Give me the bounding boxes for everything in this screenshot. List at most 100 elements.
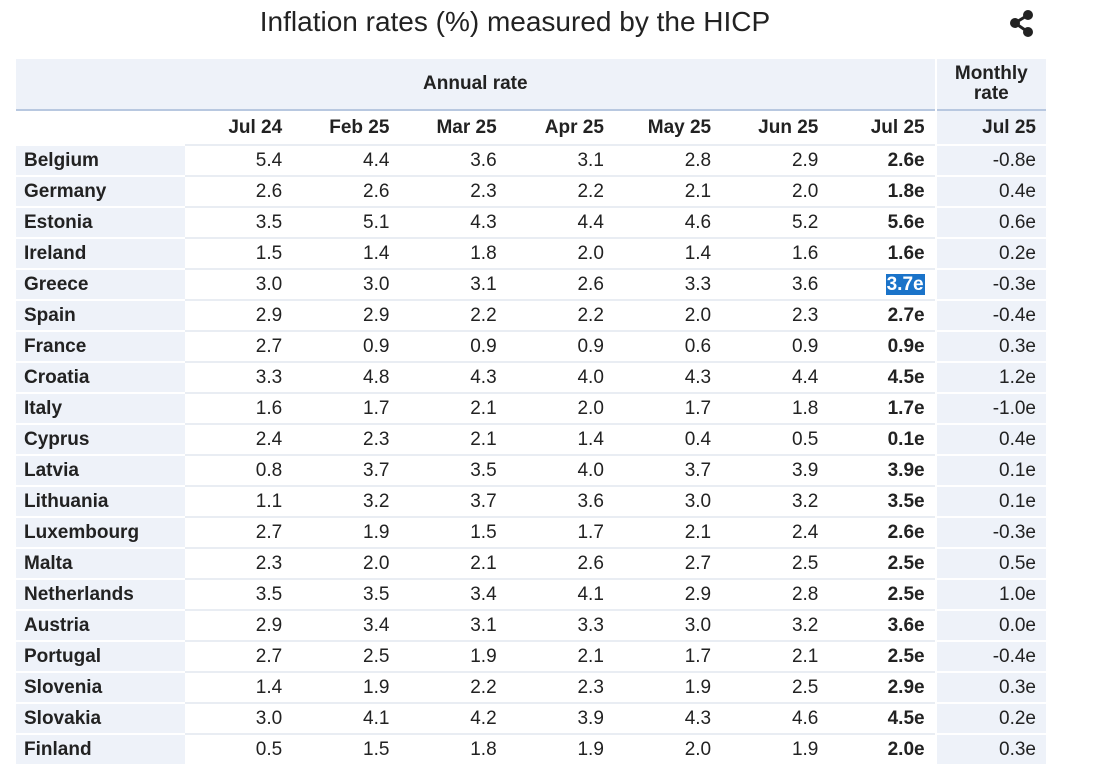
annual-rate-cell: 3.7 (613, 454, 722, 486)
annual-rate-cell: 4.3 (613, 361, 722, 393)
annual-rate-cell: 2.8 (721, 578, 829, 610)
annual-rate-cell: 1.7 (613, 640, 722, 672)
annual-rate-cell: 2.4 (721, 516, 829, 548)
annual-rate-cell: 0.4 (613, 423, 722, 455)
monthly-rate-cell: -0.3e (934, 516, 1046, 548)
column-header: Mar 25 (399, 109, 507, 145)
annual-rate-cell: 3.0 (184, 268, 293, 300)
annual-rate-cell: 5.1 (292, 206, 400, 238)
country-name: Luxembourg (16, 516, 185, 548)
annual-rate-cell: 2.5 (721, 671, 829, 703)
annual-rate-cell: 1.4 (292, 237, 400, 269)
table-row: Slovenia 1.4 1.9 2.2 2.3 1.9 2.5 2.9e 0.3e (16, 671, 1046, 703)
annual-rate-cell: 3.7 (399, 485, 507, 517)
annual-rate-header: Annual rate (16, 59, 936, 110)
country-name: Ireland (16, 237, 185, 269)
annual-rate-cell: 4.6 (613, 206, 722, 238)
annual-rate-cell: 2.7 (184, 516, 293, 548)
annual-rate-cell: 1.9 (399, 640, 507, 672)
annual-rate-cell: 2.6 (506, 547, 614, 579)
annual-rate-cell: 3.3 (184, 361, 293, 393)
annual-rate-cell: 1.4 (506, 423, 614, 455)
country-name: Malta (16, 547, 185, 579)
annual-rate-cell: 2.0 (506, 392, 614, 424)
annual-rate-cell: 1.9 (292, 516, 400, 548)
annual-rate-cell: 3.9 (721, 454, 829, 486)
country-name: Germany (16, 175, 185, 207)
table-row: Luxembourg 2.7 1.9 1.5 1.7 2.1 2.4 2.6e -0.3e (16, 516, 1046, 548)
annual-rate-cell: 2.6e (828, 516, 936, 548)
table-row: Germany 2.6 2.6 2.3 2.2 2.1 2.0 1.8e 0.4e (16, 175, 1046, 207)
table-row: Lithuania 1.1 3.2 3.7 3.6 3.0 3.2 3.5e 0.1e (16, 485, 1046, 517)
monthly-rate-cell: 0.4e (934, 423, 1046, 455)
annual-rate-cell: 2.1 (399, 547, 507, 579)
annual-rate-cell: 3.5e (828, 485, 936, 517)
annual-rate-cell: 0.9 (399, 330, 507, 362)
annual-rate-cell: 4.1 (292, 702, 400, 734)
annual-rate-cell: 3.5 (399, 454, 507, 486)
annual-rate-cell: 0.9 (721, 330, 829, 362)
monthly-rate-cell: 1.2e (934, 361, 1046, 393)
country-name: Austria (16, 609, 185, 641)
annual-rate-cell: 3.9 (506, 702, 614, 734)
annual-rate-cell: 3.6e (828, 609, 936, 641)
annual-rate-cell: 3.6 (506, 485, 614, 517)
table-row: Croatia 3.3 4.8 4.3 4.0 4.3 4.4 4.5e 1.2e (16, 361, 1046, 393)
annual-rate-cell: 5.4 (184, 144, 293, 176)
annual-rate-cell: 1.9 (292, 671, 400, 703)
country-name: Spain (16, 299, 185, 331)
table-row: Slovakia 3.0 4.1 4.2 3.9 4.3 4.6 4.5e 0.2e (16, 702, 1046, 734)
annual-rate-cell: 4.6 (721, 702, 829, 734)
annual-rate-cell: 0.5 (184, 733, 293, 764)
country-column-header (16, 109, 185, 145)
table-row: France 2.7 0.9 0.9 0.9 0.6 0.9 0.9e 0.3e (16, 330, 1046, 362)
column-header: Feb 25 (292, 109, 400, 145)
country-name: Slovenia (16, 671, 185, 703)
monthly-rate-cell: 0.3e (934, 733, 1046, 764)
annual-rate-cell: 5.2 (721, 206, 829, 238)
annual-rate-cell: 2.3 (399, 175, 507, 207)
monthly-column-header: Jul 25 (934, 109, 1046, 145)
table-row: Latvia 0.8 3.7 3.5 4.0 3.7 3.9 3.9e 0.1e (16, 454, 1046, 486)
annual-rate-cell: 2.9 (721, 144, 829, 176)
annual-rate-cell: 3.5 (184, 578, 293, 610)
annual-rate-cell: 2.9 (184, 299, 293, 331)
inflation-table: Annual rate Monthly rate Jul 24 Feb 25 Mar… (16, 59, 1046, 764)
monthly-rate-cell: 0.0e (934, 609, 1046, 641)
annual-rate-cell: 4.4 (506, 206, 614, 238)
selected-value: 3.7e (885, 273, 925, 295)
annual-rate-cell: 2.5 (721, 547, 829, 579)
monthly-rate-cell: 0.3e (934, 330, 1046, 362)
annual-rate-cell: 3.2 (292, 485, 400, 517)
monthly-rate-cell: 0.5e (934, 547, 1046, 579)
annual-rate-cell: 2.1 (721, 640, 829, 672)
annual-rate-cell: 1.4 (184, 671, 293, 703)
annual-rate-cell: 2.2 (506, 175, 614, 207)
annual-rate-cell: 2.0 (292, 547, 400, 579)
annual-rate-cell: 2.7 (613, 547, 722, 579)
annual-rate-cell: 1.6 (721, 237, 829, 269)
annual-rate-cell: 2.2 (506, 299, 614, 331)
annual-rate-cell: 2.0e (828, 733, 936, 764)
annual-rate-cell: 3.1 (506, 144, 614, 176)
annual-rate-cell: 1.4 (613, 237, 722, 269)
table-row: Finland 0.5 1.5 1.8 1.9 2.0 1.9 2.0e 0.3e (16, 733, 1046, 764)
annual-rate-cell: 3.9e (828, 454, 936, 486)
annual-rate-cell: 2.8 (613, 144, 722, 176)
monthly-rate-header: Monthly rate (934, 59, 1046, 110)
column-header: May 25 (613, 109, 722, 145)
monthly-rate-cell: 1.0e (934, 578, 1046, 610)
share-icon[interactable] (1006, 8, 1038, 40)
monthly-rate-cell: 0.2e (934, 237, 1046, 269)
annual-rate-cell: 2.5e (828, 578, 936, 610)
monthly-rate-cell: -0.8e (934, 144, 1046, 176)
annual-rate-cell: 1.7 (292, 392, 400, 424)
annual-rate-cell: 0.9 (292, 330, 400, 362)
annual-rate-cell: 3.0 (292, 268, 400, 300)
annual-rate-cell: 1.8 (721, 392, 829, 424)
monthly-rate-cell: 0.1e (934, 485, 1046, 517)
annual-rate-cell: 1.5 (399, 516, 507, 548)
annual-rate-cell: 2.5 (292, 640, 400, 672)
annual-rate-cell: 3.2 (721, 485, 829, 517)
country-name: Lithuania (16, 485, 185, 517)
